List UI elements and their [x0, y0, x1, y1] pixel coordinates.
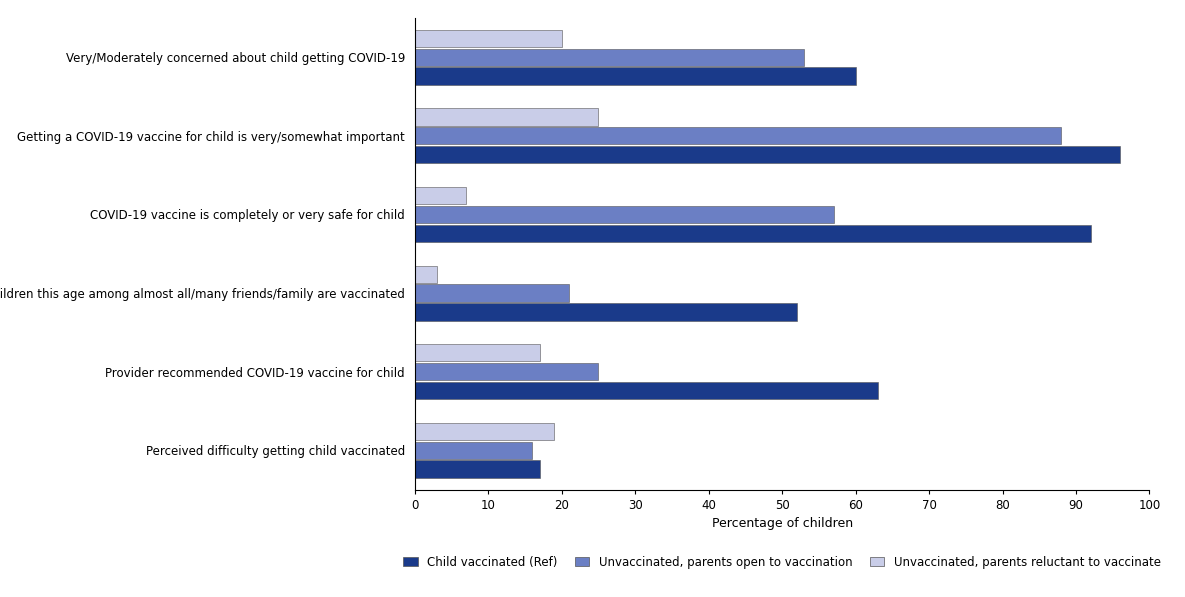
Bar [415, 146, 1120, 164]
Bar [415, 48, 805, 66]
Bar [415, 460, 539, 478]
Bar [415, 108, 598, 125]
Bar [415, 442, 532, 459]
Legend: Child vaccinated (Ref), Unvaccinated, parents open to vaccination, Unvaccinated,: Child vaccinated (Ref), Unvaccinated, pa… [403, 556, 1161, 568]
Bar [415, 344, 539, 361]
Bar [415, 266, 437, 283]
Bar [415, 382, 878, 399]
X-axis label: Percentage of children: Percentage of children [711, 517, 853, 530]
Bar [415, 224, 1090, 242]
Bar [415, 187, 466, 204]
Bar [415, 303, 796, 321]
Bar [415, 363, 598, 380]
Bar [415, 127, 1062, 144]
Bar [415, 67, 856, 85]
Bar [415, 423, 555, 440]
Bar [415, 206, 833, 223]
Bar [415, 30, 562, 47]
Bar [415, 284, 569, 301]
